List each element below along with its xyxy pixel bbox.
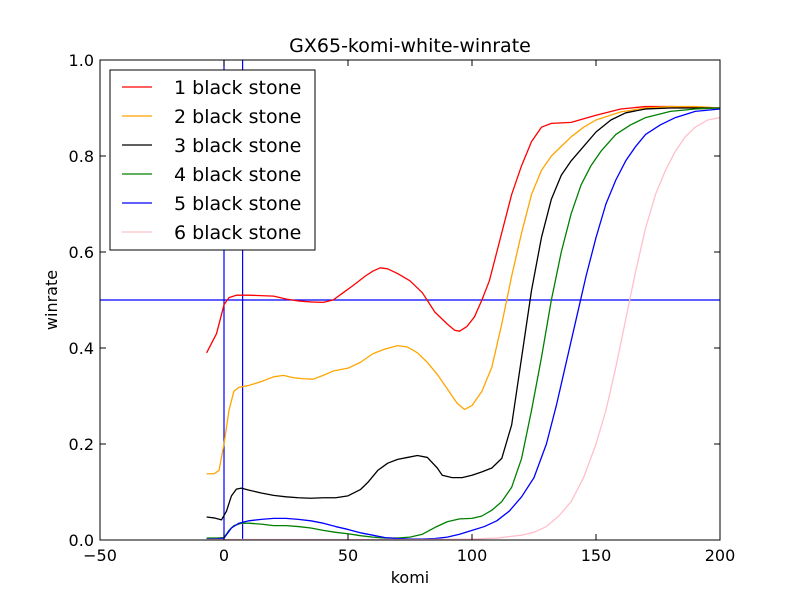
series-line-4	[206, 107, 721, 539]
x-tick-label: −50	[83, 546, 117, 565]
chart-title: GX65-komi-white-winrate	[289, 35, 531, 57]
x-tick-label: 200	[705, 546, 736, 565]
series-line-3	[206, 107, 720, 521]
legend-label-1: 1 black stone	[174, 77, 301, 99]
series-line-5	[206, 108, 721, 540]
x-tick-label: 0	[219, 546, 229, 565]
y-tick-label: 1.0	[69, 51, 94, 70]
y-tick-label: 0.6	[69, 243, 94, 262]
y-tick-label: 0.4	[69, 339, 94, 358]
series-line-2	[206, 105, 721, 475]
series-lines	[206, 105, 721, 541]
x-tick-label: 50	[338, 546, 358, 565]
x-tick-label: 100	[457, 546, 488, 565]
axis-tick-labels: −50 0 50 100 150 200 0.0 0.2 0.4 0.6 0.8 1.0	[69, 51, 736, 565]
x-axis-label: komi	[391, 568, 430, 587]
legend-box	[109, 69, 316, 251]
series-line-1	[206, 105, 721, 354]
y-tick-label: 0.8	[69, 147, 94, 166]
axis-ticks	[99, 59, 721, 541]
legend-label-6: 6 black stone	[174, 222, 301, 244]
y-tick-label: 0.2	[69, 435, 94, 454]
y-axis-label: winrate	[42, 270, 61, 330]
y-tick-label: 0.0	[69, 531, 94, 550]
x-tick-label: 150	[581, 546, 612, 565]
legend-label-5: 5 black stone	[174, 193, 301, 215]
legend: 1 black stone 2 black stone 3 black stone 4…	[109, 69, 316, 251]
legend-label-3: 3 black stone	[174, 135, 301, 157]
legend-label-4: 4 black stone	[174, 164, 301, 186]
plot-frame	[99, 59, 721, 541]
legend-label-2: 2 black stone	[174, 106, 301, 128]
